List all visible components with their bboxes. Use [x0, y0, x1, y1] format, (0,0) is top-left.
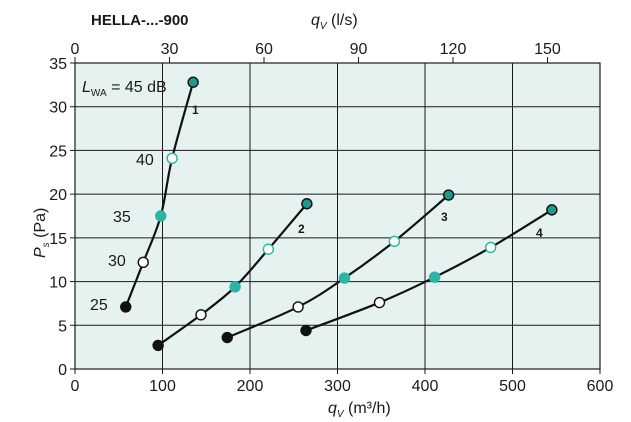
- y-tick-label: 35: [49, 56, 67, 73]
- note-text: = 45 dB: [107, 79, 167, 96]
- y-tick-label: 30: [49, 100, 67, 117]
- x2-label-sub: V: [320, 21, 328, 32]
- level-label-35: 35: [113, 209, 131, 226]
- x2-tick-label: 0: [71, 41, 80, 58]
- data-point-2: [301, 198, 313, 210]
- x2-label-unit: (l/s): [327, 12, 358, 29]
- curve-label-4: 4: [536, 226, 543, 240]
- data-point-3: [221, 331, 233, 344]
- data-point-4: [428, 271, 441, 283]
- x-tick-label: 300: [324, 378, 351, 395]
- x-tick-label: 200: [237, 378, 264, 395]
- y-label-unit: (Pa): [32, 208, 49, 243]
- data-point-2: [262, 243, 275, 255]
- level-label-25: 25: [90, 297, 108, 314]
- data-point-4: [484, 241, 497, 254]
- data-point-2: [229, 281, 241, 293]
- chart-title: HELLA-...-900: [91, 12, 189, 29]
- data-point-4: [546, 204, 558, 216]
- y-tick-label: 15: [49, 231, 67, 248]
- note-subscript: WA: [91, 88, 107, 99]
- y-tick-label: 5: [58, 318, 67, 335]
- y-tick-label: 10: [49, 275, 67, 292]
- y-tick-label: 0: [58, 362, 67, 379]
- x-label-main: q: [328, 400, 337, 417]
- curve-label-2: 2: [298, 222, 305, 236]
- points: [120, 76, 558, 352]
- data-point-3: [292, 301, 304, 313]
- x-tick-label: 0: [71, 378, 80, 395]
- x2-tick-label: 120: [440, 41, 467, 58]
- x2-tick-label: 30: [161, 41, 179, 58]
- data-point-1: [137, 256, 149, 269]
- level-label-30: 30: [108, 253, 126, 270]
- x-tick-label: 500: [499, 378, 526, 395]
- y-label-main: P: [32, 247, 49, 258]
- x2-label-main: q: [311, 12, 320, 29]
- data-point-3: [442, 189, 455, 201]
- data-point-2: [152, 339, 164, 352]
- x-tick-label: 600: [587, 378, 614, 395]
- note-prefix: L: [82, 79, 91, 96]
- data-point-3: [388, 235, 401, 248]
- data-point-1: [155, 210, 167, 222]
- data-point-4: [373, 296, 386, 309]
- x-tick-label: 400: [412, 378, 439, 395]
- x2-tick-label: 150: [534, 41, 561, 58]
- x-label-sub: V: [337, 409, 345, 420]
- data-point-1: [187, 76, 199, 88]
- data-point-1: [120, 301, 132, 313]
- x2-axis-label: qV (l/s): [311, 12, 358, 32]
- data-point-4: [300, 324, 312, 337]
- sound-level-note: LWA = 45 dB: [82, 79, 167, 99]
- data-point-1: [166, 152, 178, 164]
- x-axis-label: qV (m³/h): [328, 400, 391, 420]
- x2-tick-label: 90: [350, 41, 368, 58]
- y-tick-label: 20: [49, 187, 67, 204]
- level-label-40: 40: [136, 152, 154, 169]
- data-point-2: [195, 309, 207, 321]
- x-label-unit: (m³/h): [344, 400, 391, 417]
- data-point-3: [338, 272, 351, 284]
- y-label-sub: s: [41, 242, 52, 247]
- curve-label-1: 1: [192, 103, 199, 117]
- x2-tick-label: 60: [255, 41, 273, 58]
- y-axis-label: Ps (Pa): [32, 208, 52, 258]
- curve-label-3: 3: [441, 210, 448, 224]
- x-tick-label: 100: [149, 378, 176, 395]
- y-tick-label: 25: [49, 143, 67, 160]
